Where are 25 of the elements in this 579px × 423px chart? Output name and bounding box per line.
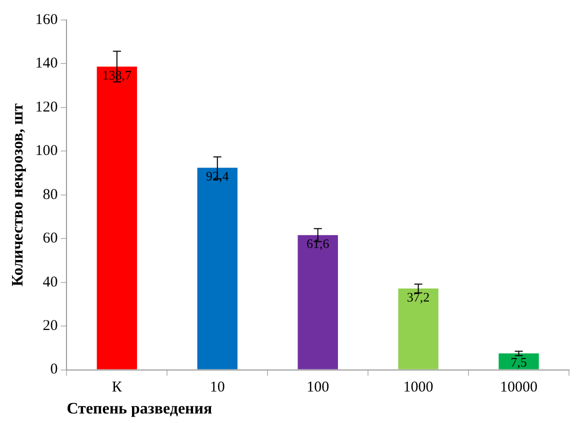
bar — [498, 353, 539, 370]
x-tick-label: 10000 — [500, 380, 538, 396]
x-tick-label: 10 — [210, 380, 225, 396]
y-axis-title: Количество некрозов, шт — [10, 103, 27, 286]
y-tick-label: 80 — [42, 186, 58, 203]
x-tick-label: К — [112, 380, 123, 396]
y-tick-label: 100 — [35, 143, 58, 160]
bar — [96, 66, 138, 370]
y-tick-label: 60 — [42, 230, 58, 247]
data-label: 37,2 — [406, 289, 430, 304]
data-label: 7,5 — [510, 354, 527, 370]
bar — [197, 168, 238, 370]
x-axis-title: Степень разведения — [66, 400, 212, 418]
bar — [398, 288, 438, 370]
data-label: 61,6 — [306, 236, 330, 252]
y-tick-label: 40 — [42, 274, 58, 290]
y-tick-label: 160 — [35, 12, 58, 28]
y-tick-label: 20 — [42, 318, 58, 334]
y-tick-label: 0 — [50, 362, 58, 378]
x-tick-label: 1000 — [403, 380, 434, 396]
x-tick-label: 100 — [306, 380, 330, 396]
bar — [298, 235, 338, 370]
y-tick-label: 140 — [35, 56, 58, 72]
data-label: 92,4 — [206, 168, 230, 184]
y-tick-label: 120 — [35, 99, 58, 116]
